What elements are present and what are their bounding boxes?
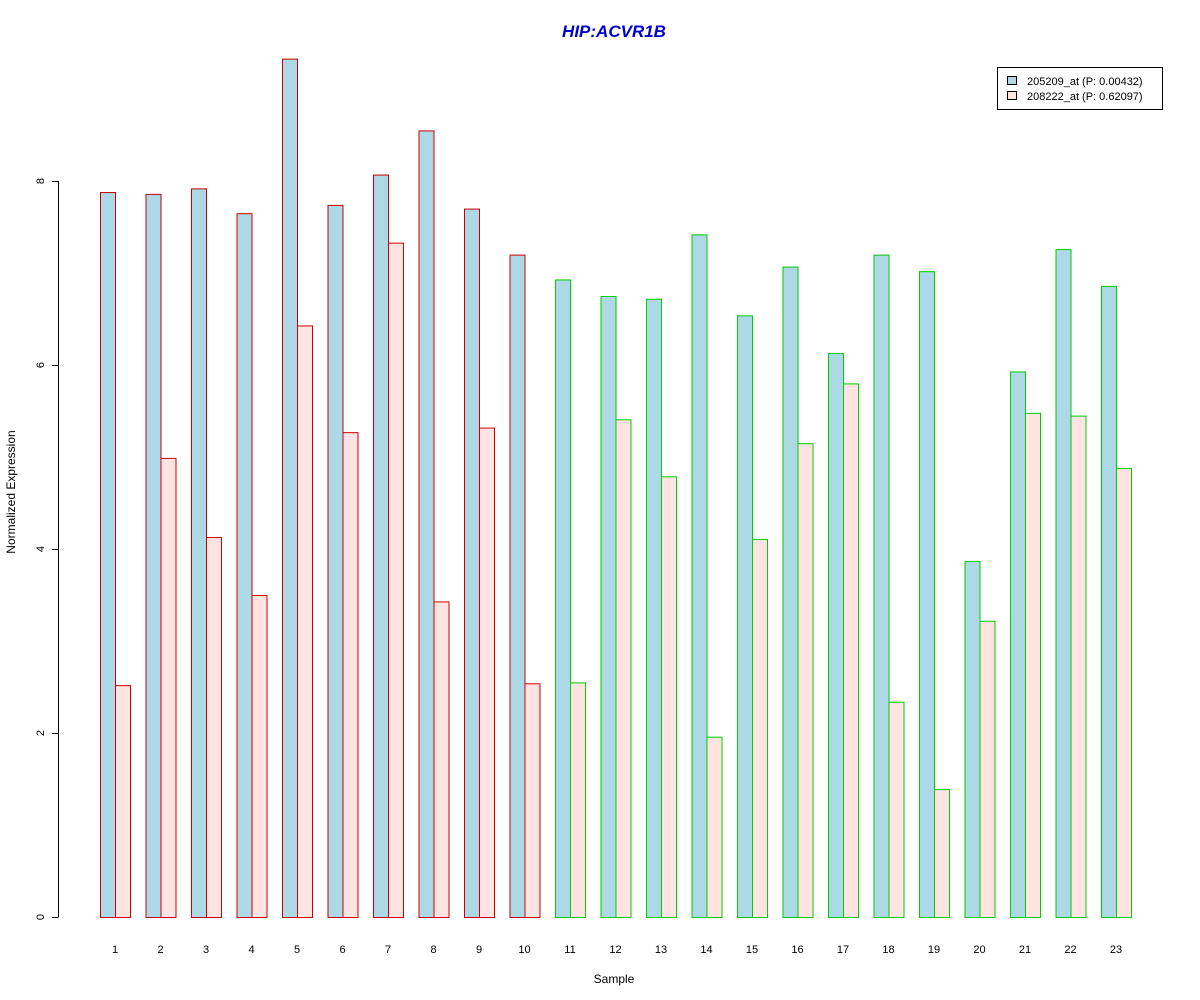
bar-series1-sample-14 — [691, 234, 708, 919]
y-axis: 0 2 4 6 8 — [35, 178, 59, 920]
x-tick-label-20: 20 — [973, 944, 985, 956]
bar-series1-sample-13 — [646, 298, 662, 918]
bar-series2-sample-16 — [797, 443, 814, 918]
x-tick-label-19: 19 — [928, 944, 940, 956]
bar-series2-sample-17 — [843, 383, 859, 918]
bar-series1-sample-20 — [964, 560, 981, 919]
bar-series2-sample-10 — [524, 683, 541, 918]
x-tick-label-17: 17 — [837, 944, 849, 956]
x-tick-label-8: 8 — [430, 944, 436, 956]
bar-series2-sample-9 — [479, 427, 495, 918]
x-tick-label-9: 9 — [476, 944, 482, 956]
bar-series2-sample-13 — [661, 476, 677, 918]
x-tick-label-6: 6 — [339, 944, 345, 956]
chart-title: HIP:ACVR1B — [562, 22, 666, 41]
y-tick-label-8: 8 — [35, 178, 47, 184]
bar-series1-sample-10 — [509, 254, 526, 919]
x-tick-label-11: 11 — [564, 944, 575, 956]
bar-series1-sample-9 — [464, 208, 480, 919]
bar-series2-sample-2 — [160, 457, 177, 918]
bar-series2-sample-22 — [1070, 415, 1087, 918]
bar-series2-sample-20 — [979, 620, 996, 918]
x-tick-label-23: 23 — [1110, 944, 1122, 956]
y-tick-label-2: 2 — [35, 730, 47, 736]
bar-series1-sample-7 — [373, 174, 389, 918]
y-tick-label-4: 4 — [35, 546, 47, 552]
bar-series1-sample-18 — [873, 254, 890, 919]
bar-series2-sample-12 — [615, 419, 632, 918]
bar-series1-sample-15 — [737, 315, 753, 918]
bar-series1-sample-3 — [191, 188, 207, 919]
bar-series1-sample-1 — [100, 192, 116, 919]
bar-series2-sample-4 — [251, 595, 268, 918]
x-tick-label-14: 14 — [700, 944, 712, 956]
legend-swatch-2 — [1007, 91, 1017, 100]
bar-series1-sample-19 — [919, 271, 935, 919]
x-axis: 1 2 3 4 5 6 7 8 9 10 11 12 13 14 15 16 17 18 19 20 21 22 23 — [112, 944, 1122, 956]
bar-series2-sample-5 — [297, 325, 313, 918]
x-tick-label-22: 22 — [1064, 944, 1076, 956]
bar-series2-sample-21 — [1025, 412, 1041, 918]
x-tick-label-2: 2 — [157, 944, 163, 956]
bar-series1-sample-12 — [600, 296, 617, 918]
bar-series1-sample-5 — [282, 58, 298, 918]
legend-label-1: 205209_at (P: 0.00432) — [1027, 76, 1143, 88]
bar-series1-sample-4 — [236, 213, 253, 918]
legend-swatch-1 — [1007, 76, 1017, 85]
legend: 205209_at (P: 0.00432) 208222_at (P: 0.62… — [997, 67, 1163, 110]
x-tick-label-1: 1 — [112, 944, 118, 956]
bar-series1-sample-16 — [782, 266, 799, 918]
y-tick-label-0: 0 — [35, 914, 47, 920]
x-tick-label-18: 18 — [882, 944, 894, 956]
bar-series1-sample-23 — [1101, 285, 1117, 918]
x-tick-label-10: 10 — [518, 944, 530, 956]
legend-label-2: 208222_at (P: 0.62097) — [1027, 91, 1143, 103]
x-tick-label-16: 16 — [791, 944, 803, 956]
x-tick-label-12: 12 — [609, 944, 621, 956]
bar-series2-sample-6 — [342, 432, 359, 918]
bar-series1-sample-22 — [1055, 249, 1072, 918]
bar-series1-sample-6 — [327, 204, 344, 919]
bar-series2-sample-7 — [388, 242, 404, 918]
bar-series2-sample-18 — [888, 701, 905, 918]
bar-series2-sample-3 — [206, 537, 222, 918]
bar-series1-sample-2 — [145, 193, 162, 918]
bar-series2-sample-23 — [1116, 468, 1132, 918]
bar-series2-sample-8 — [433, 601, 450, 918]
bar-series1-sample-17 — [828, 353, 844, 919]
bar-series1-sample-11 — [555, 279, 571, 918]
x-tick-label-15: 15 — [746, 944, 758, 956]
bar-series2-sample-14 — [706, 736, 723, 918]
bars-group — [100, 58, 1132, 919]
bar-series2-sample-15 — [752, 538, 768, 918]
bar-series1-sample-8 — [418, 130, 435, 918]
x-tick-label-4: 4 — [248, 944, 254, 956]
legend-box — [997, 67, 1163, 110]
bar-series1-sample-21 — [1010, 371, 1026, 918]
x-tick-label-21: 21 — [1019, 944, 1031, 956]
bar-series2-sample-1 — [115, 685, 131, 918]
x-tick-label-7: 7 — [385, 944, 391, 956]
bar-series2-sample-19 — [934, 789, 950, 918]
x-tick-label-3: 3 — [203, 944, 209, 956]
x-axis-label: Sample — [594, 972, 635, 986]
x-tick-label-13: 13 — [655, 944, 667, 956]
x-tick-label-5: 5 — [294, 944, 300, 956]
y-axis-label: Normalized Expression — [4, 430, 18, 553]
bar-series2-sample-11 — [570, 682, 586, 919]
y-tick-label-6: 6 — [35, 362, 47, 368]
